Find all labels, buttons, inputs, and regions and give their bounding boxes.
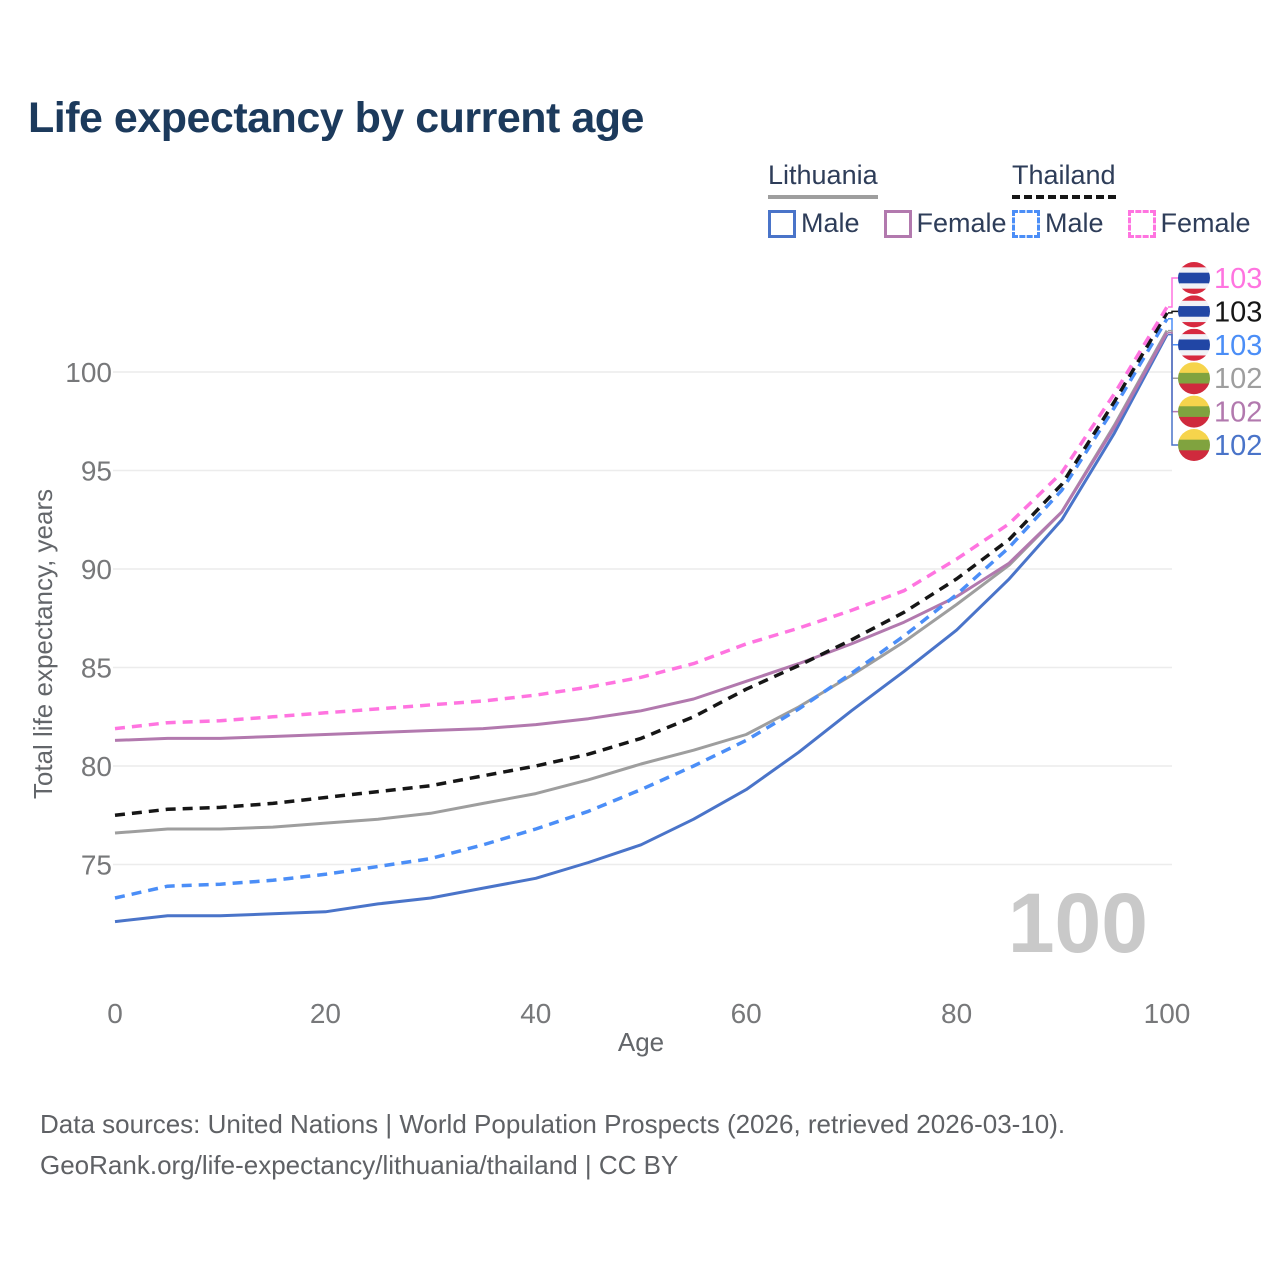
- y-tick-label-100: 100: [65, 357, 112, 388]
- legend-items-lithuania: Male Female: [768, 208, 1007, 239]
- legend: Lithuania Male Female Thailand Male Fema…: [0, 160, 1280, 250]
- y-tick-label-75: 75: [81, 850, 112, 881]
- series-line-thailand-female: [114, 306, 1169, 731]
- legend-heading-lithuania[interactable]: Lithuania: [768, 160, 878, 199]
- lithuania-flag-icon: [1178, 395, 1210, 428]
- y-tick-label-85: 85: [81, 653, 112, 684]
- series-line-thailand-total: [114, 312, 1169, 818]
- series-line-thailand-male: [114, 317, 1169, 900]
- page-title: Life expectancy by current age: [28, 94, 644, 142]
- thailand-flag-icon: [1178, 295, 1210, 328]
- end-value-label-lithuania-male: 102: [1214, 430, 1262, 462]
- x-tick-label-80: 80: [941, 998, 972, 1029]
- age-counter-watermark: 100: [1008, 876, 1148, 970]
- end-value-label-thailand-male: 103: [1214, 330, 1262, 362]
- end-label-connector-thailand-total: [1168, 310, 1178, 314]
- x-tick-label-0: 0: [107, 998, 123, 1029]
- series-line-lithuania-female: [114, 331, 1169, 742]
- y-tick-label-80: 80: [81, 751, 112, 782]
- x-tick-label-20: 20: [310, 998, 341, 1029]
- end-label-connector-thailand-male: [1168, 318, 1178, 346]
- end-label-connector-lithuania-total: [1168, 329, 1178, 379]
- x-tick-label-60: 60: [731, 998, 762, 1029]
- thailand-male-swatch-icon[interactable]: [1012, 209, 1040, 238]
- lithuania-flag-icon: [1178, 429, 1210, 461]
- thailand-female-swatch-icon[interactable]: [1127, 209, 1156, 238]
- legend-label-thailand-female[interactable]: Female: [1160, 208, 1251, 238]
- end-label-connector-lithuania-male: [1168, 333, 1178, 446]
- thailand-flag-icon: [1178, 262, 1210, 294]
- legend-label-lithuania-female[interactable]: Female: [916, 208, 1007, 238]
- x-tick-label-100: 100: [1144, 998, 1191, 1029]
- legend-label-thailand-male[interactable]: Male: [1045, 208, 1104, 238]
- legend-heading-thailand[interactable]: Thailand: [1012, 160, 1116, 199]
- legend-label-lithuania-male[interactable]: Male: [801, 208, 860, 238]
- x-tick-label-40: 40: [520, 998, 551, 1029]
- end-value-label-lithuania-total: 102: [1214, 363, 1262, 395]
- series-line-lithuania-total: [114, 329, 1169, 835]
- y-axis-title: Total life expectancy, years: [28, 489, 58, 799]
- lithuania-male-swatch-icon[interactable]: [768, 209, 796, 238]
- end-value-label-lithuania-female: 102: [1214, 397, 1262, 429]
- end-label-connector-thailand-female: [1168, 277, 1178, 308]
- series-line-lithuania-male: [114, 333, 1169, 924]
- lithuania-flag-icon: [1178, 362, 1210, 395]
- lithuania-female-swatch-icon[interactable]: [883, 209, 912, 238]
- legend-group-thailand: Thailand Male Female: [1012, 160, 1251, 239]
- x-axis-title: Age: [618, 1027, 664, 1057]
- legend-items-thailand: Male Female: [1012, 208, 1251, 239]
- thailand-flag-icon: [1178, 328, 1210, 361]
- legend-group-lithuania: Lithuania Male Female: [768, 160, 1007, 239]
- footer: Data sources: United Nations | World Pop…: [40, 1104, 1065, 1186]
- footer-attribution: GeoRank.org/life-expectancy/lithuania/th…: [40, 1150, 679, 1180]
- y-tick-label-90: 90: [81, 554, 112, 585]
- y-tick-label-95: 95: [81, 456, 112, 487]
- footer-data-sources: Data sources: United Nations | World Pop…: [40, 1109, 1066, 1139]
- end-value-label-thailand-total: 103: [1214, 296, 1262, 328]
- end-value-label-thailand-female: 103: [1214, 263, 1262, 295]
